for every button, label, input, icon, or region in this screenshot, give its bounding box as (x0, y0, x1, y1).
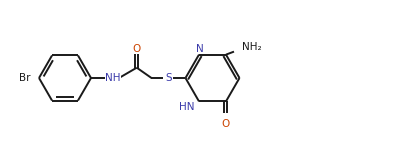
Text: N: N (196, 44, 204, 54)
Text: HN: HN (179, 102, 195, 112)
Text: NH₂: NH₂ (242, 42, 261, 52)
Text: O: O (133, 44, 141, 54)
Text: NH: NH (105, 73, 121, 83)
Text: Br: Br (20, 73, 31, 83)
Text: S: S (165, 73, 172, 83)
Text: O: O (222, 119, 230, 129)
